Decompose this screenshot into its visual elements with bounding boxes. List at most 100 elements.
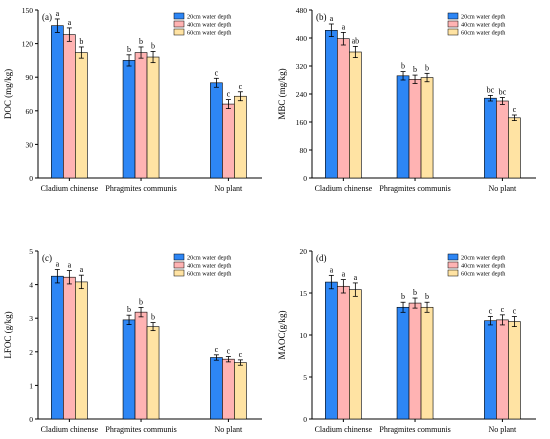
significance-letter: b (151, 41, 155, 50)
legend-swatch (447, 253, 459, 261)
x-category-label: Cladium chinense (41, 184, 99, 193)
significance-letter: c (501, 305, 505, 314)
significance-letter: b (401, 292, 405, 301)
significance-letter: a (354, 273, 358, 282)
bar (210, 357, 223, 420)
significance-letter: b (151, 313, 155, 322)
bar (484, 97, 497, 179)
chart-panel-a: 0 30 60 90 120 150 DOC (mg/kg) (a) Cladium chine… (3, 6, 262, 193)
legend-label: 40cm water depth (461, 263, 506, 270)
legend-swatch (173, 20, 185, 28)
bar (222, 103, 235, 179)
bar (75, 52, 88, 179)
y-tick-label: 3 (29, 314, 33, 323)
bar (349, 51, 362, 179)
y-tick-label: 150 (22, 6, 34, 15)
y-tick-label: 30 (26, 140, 34, 149)
significance-letter: c (215, 68, 219, 77)
significance-letter: b (139, 297, 143, 306)
y-axis-label: MBC (mg/kg) (277, 68, 287, 119)
y-tick-label: 320 (296, 62, 308, 71)
x-category-label: Phragmites communis (105, 425, 176, 434)
legend-swatch (447, 269, 459, 277)
significance-letter: a (330, 265, 334, 274)
x-category-label: Phragmites communis (379, 184, 450, 193)
bar (234, 362, 247, 420)
significance-letter: a (80, 265, 84, 274)
significance-letter: bc (499, 88, 507, 97)
bar (420, 77, 434, 179)
bar (325, 29, 338, 179)
y-tick-label: 400 (296, 34, 308, 43)
x-category-label: Cladium chinense (315, 184, 373, 193)
y-tick-label: 480 (296, 6, 308, 15)
y-axis-label: MAOC(g/kg) (277, 310, 287, 359)
significance-letter: b (425, 63, 429, 72)
bar (51, 25, 64, 179)
legend-label: 60cm water depth (187, 30, 232, 37)
bar (51, 275, 64, 420)
y-tick-label: 5 (303, 373, 307, 382)
y-tick-label: 20 (300, 247, 308, 256)
y-tick-label: 0 (303, 174, 307, 183)
significance-letter: c (513, 105, 517, 114)
bar (337, 285, 350, 420)
bar (146, 56, 160, 179)
significance-letter: c (239, 350, 243, 359)
bar (408, 302, 422, 420)
x-category-label: Phragmites communis (105, 184, 176, 193)
y-tick-label: 1 (29, 381, 33, 390)
panel-label: (a) (42, 12, 52, 22)
significance-letter: a (342, 22, 346, 31)
legend-label: 20cm water depth (187, 255, 232, 262)
bar (134, 52, 148, 179)
bar (146, 326, 160, 420)
significance-letter: b (413, 65, 417, 74)
bar (496, 100, 509, 179)
legend-swatch (447, 28, 459, 36)
bar (396, 75, 410, 179)
legend-swatch (173, 269, 185, 277)
x-category-label: No plant (489, 425, 518, 434)
significance-letter: a (56, 259, 60, 268)
panel-label: (d) (316, 253, 327, 263)
panel-label: (c) (42, 253, 52, 263)
significance-letter: b (425, 292, 429, 301)
panel-label: (b) (316, 12, 327, 22)
y-tick-label: 240 (296, 90, 308, 99)
significance-letter: b (127, 45, 131, 54)
y-tick-label: 4 (29, 281, 33, 290)
y-tick-label: 60 (26, 107, 34, 116)
legend-swatch (173, 261, 185, 269)
y-tick-label: 0 (303, 415, 307, 424)
significance-letter: c (239, 82, 243, 91)
y-tick-label: 80 (300, 146, 308, 155)
bar (63, 276, 76, 420)
significance-letter: a (68, 260, 72, 269)
significance-letter: c (489, 307, 493, 316)
y-axis-label: LFOC (g/kg) (3, 311, 13, 358)
significance-letter: bc (487, 85, 495, 94)
significance-letter: b (79, 37, 83, 46)
legend-swatch (173, 28, 185, 36)
x-category-label: No plant (489, 184, 518, 193)
bar (420, 306, 434, 420)
legend-swatch (447, 20, 459, 28)
x-category-label: Cladium chinense (41, 425, 99, 434)
legend-swatch (447, 12, 459, 20)
significance-letter: b (401, 62, 405, 71)
y-axis-label: DOC (mg/kg) (3, 69, 13, 119)
y-tick-label: 15 (300, 289, 308, 298)
legend-swatch (173, 12, 185, 20)
bar (508, 321, 521, 420)
x-category-label: Phragmites communis (379, 425, 450, 434)
significance-letter: c (227, 347, 231, 356)
y-tick-label: 120 (22, 40, 34, 49)
legend-label: 40cm water depth (187, 263, 232, 270)
bar (496, 319, 509, 420)
bar (337, 38, 350, 179)
bar (63, 34, 76, 179)
